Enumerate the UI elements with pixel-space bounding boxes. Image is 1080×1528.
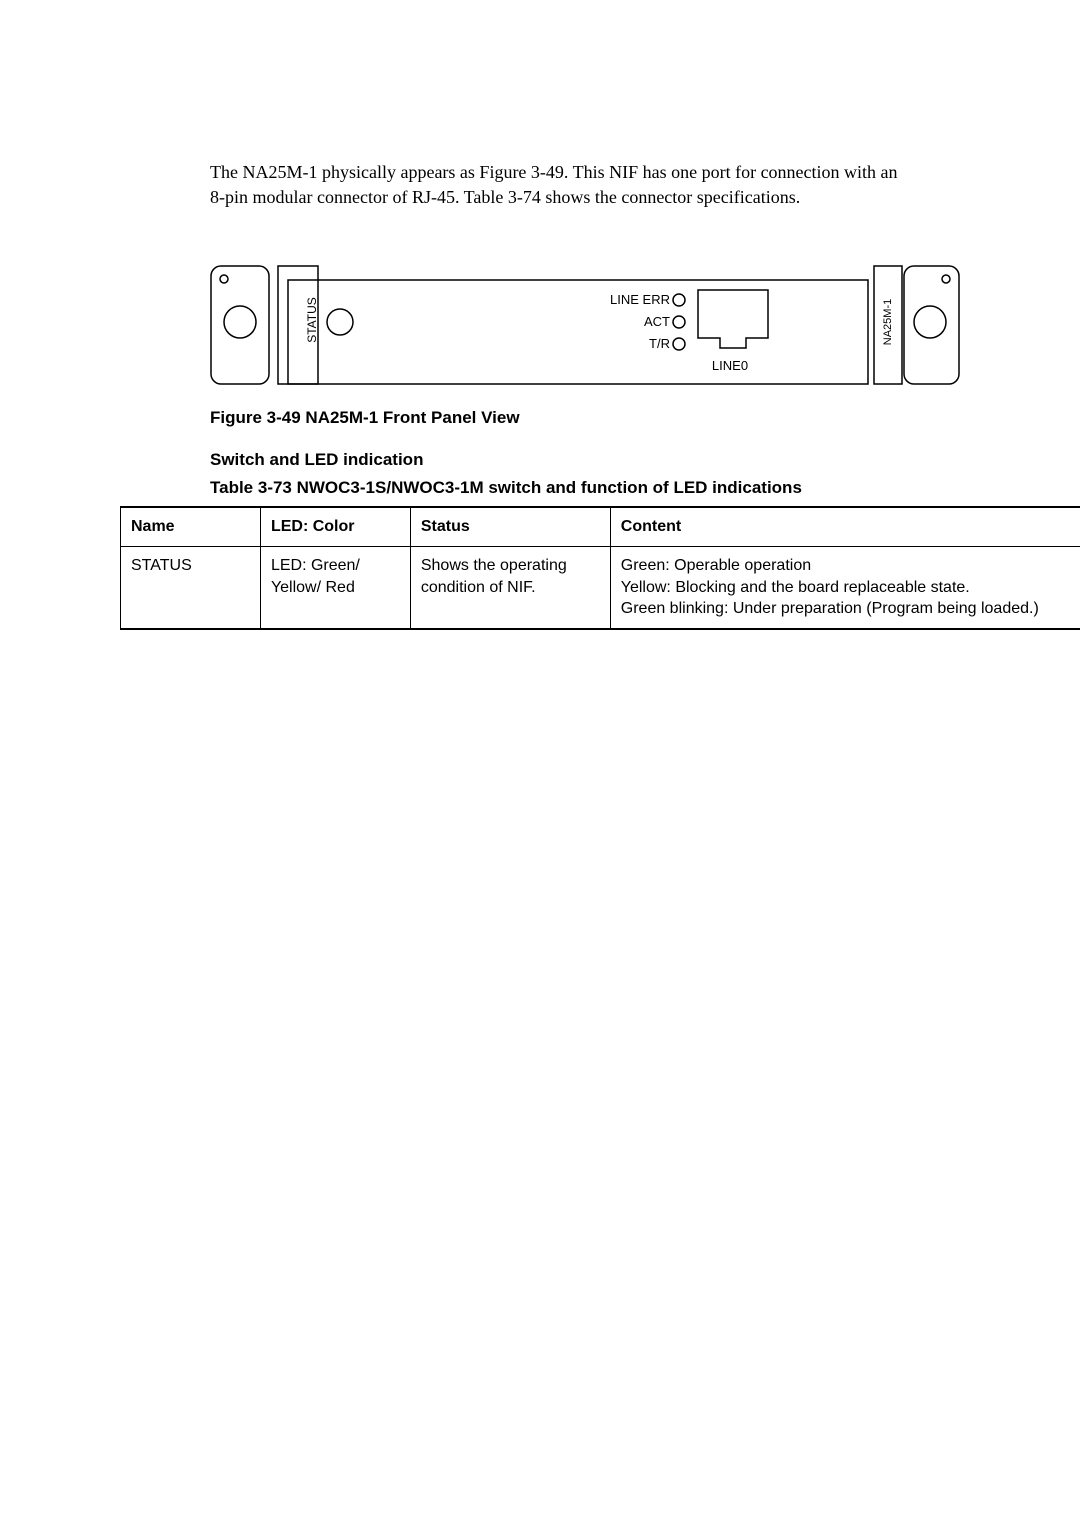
intro-text: The NA25M-1 physically appears as Figure…	[210, 160, 910, 210]
th-led: LED: Color	[260, 507, 410, 546]
line0-label: LINE0	[712, 358, 748, 373]
section-heading: Switch and LED indication	[210, 450, 960, 470]
board-label: NA25M-1	[882, 299, 894, 345]
front-panel-diagram: STATUS LINE ERR ACT T/R LINE0 NA25M-1	[210, 260, 960, 390]
led-table: Name LED: Color Status Content STATUS LE…	[120, 506, 1080, 629]
cell-status: Shows the operating condition of NIF.	[410, 546, 610, 628]
act-label: ACT	[644, 314, 670, 329]
cell-content: Green: Operable operation Yellow: Blocki…	[610, 546, 1080, 628]
line-err-label: LINE ERR	[610, 292, 670, 307]
table-header-row: Name LED: Color Status Content	[121, 507, 1080, 546]
th-name: Name	[121, 507, 261, 546]
figure-caption: Figure 3-49 NA25M-1 Front Panel View	[210, 408, 960, 428]
status-label: STATUS	[305, 298, 319, 344]
cell-name: STATUS	[121, 546, 261, 628]
th-status: Status	[410, 507, 610, 546]
table-caption: Table 3-73 NWOC3-1S/NWOC3-1M switch and …	[210, 478, 960, 498]
th-content: Content	[610, 507, 1080, 546]
tr-label: T/R	[649, 336, 670, 351]
cell-led: LED: Green/ Yellow/ Red	[260, 546, 410, 628]
table-row: STATUS LED: Green/ Yellow/ Red Shows the…	[121, 546, 1080, 628]
